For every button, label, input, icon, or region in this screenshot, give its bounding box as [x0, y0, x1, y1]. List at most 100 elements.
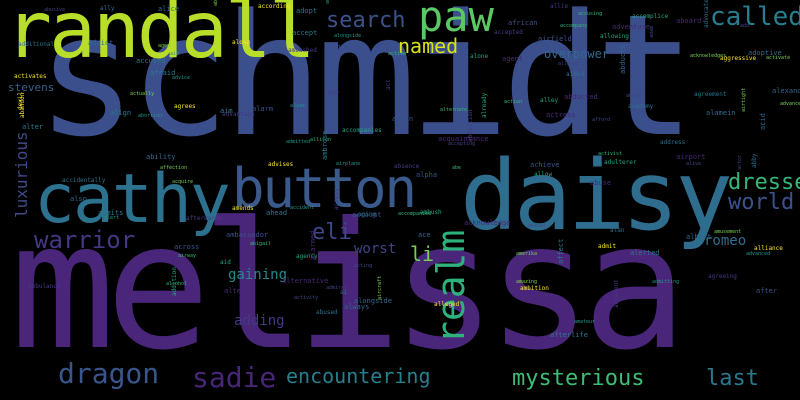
- word-small: alamein: [706, 109, 736, 117]
- word-small: ambrose: [321, 130, 329, 160]
- word-small: abortion: [138, 113, 163, 119]
- word-small: activist: [598, 151, 623, 157]
- word-small: ahead: [266, 209, 288, 217]
- word-small: age: [332, 43, 345, 51]
- word-small: affect: [557, 238, 565, 264]
- word-small: alliance: [754, 245, 783, 252]
- word-small: agreement: [694, 91, 727, 98]
- word-small: abigail: [250, 241, 272, 247]
- word-small: aid: [220, 259, 231, 266]
- word-small: accepted: [494, 29, 523, 36]
- word-small: accept: [292, 29, 318, 37]
- word-small: afterlife: [550, 331, 588, 339]
- word-small: alien: [392, 115, 414, 123]
- word-small: amusement: [714, 229, 742, 235]
- word-small: aircraft: [377, 275, 383, 300]
- word-small: aging: [358, 211, 377, 218]
- word-small: amends: [232, 205, 254, 212]
- word-small: advises: [268, 161, 294, 168]
- word-small: airport: [676, 153, 706, 161]
- word-eli: eli: [312, 220, 352, 245]
- word-small: admit: [598, 243, 617, 250]
- word-small: amerika: [516, 251, 538, 257]
- word-small: agrees: [174, 103, 196, 110]
- word-small: ally: [100, 5, 115, 12]
- word-small: advance: [780, 101, 800, 107]
- word-dragon: dragon: [58, 357, 160, 390]
- word-small: agency: [296, 253, 318, 260]
- word-called: called: [710, 2, 800, 32]
- word-small: afterwards: [186, 215, 223, 222]
- word-search: search: [326, 8, 406, 33]
- word-small: ago: [328, 89, 339, 96]
- word-small: alive: [686, 161, 702, 167]
- word-small: address: [660, 139, 686, 146]
- word-small: action: [504, 99, 523, 105]
- word-small: activate: [766, 55, 791, 61]
- word-small: adoptive: [748, 49, 782, 57]
- word-small: allie: [550, 3, 569, 10]
- word-small: allowing: [600, 33, 629, 40]
- word-small: actor: [737, 154, 743, 170]
- word-small: alley: [540, 97, 559, 104]
- word-small: ambulance: [28, 283, 61, 290]
- word-small: airplane: [336, 161, 361, 167]
- word-small: alone: [470, 53, 489, 60]
- word-small: afford: [592, 117, 611, 123]
- word-small: alice: [158, 5, 180, 13]
- word-cathy: cathy: [34, 160, 231, 239]
- word-small: allowed: [558, 61, 580, 67]
- word-small: access: [333, 188, 340, 210]
- word-small: alter: [224, 287, 246, 295]
- word-small: adulterer: [604, 159, 637, 166]
- word-small: adam: [649, 25, 655, 38]
- word-small: always: [344, 303, 370, 311]
- word-small: abusive: [44, 7, 66, 13]
- word-small: absence: [394, 163, 420, 170]
- word-small: alpha: [416, 171, 438, 179]
- word-small: actress: [546, 111, 576, 119]
- word-small: accusing: [578, 11, 603, 17]
- word-gaining: gaining: [228, 267, 288, 283]
- word-small: accompanies: [342, 127, 382, 134]
- word-dressed: dressed: [728, 170, 800, 195]
- word-small: abeam: [213, 0, 219, 6]
- word-melissa: melissa: [10, 186, 688, 389]
- word-small: abu: [461, 85, 469, 98]
- word-daisy: daisy: [460, 140, 733, 252]
- word-romeo: romeo: [704, 233, 747, 249]
- word-small: abe: [452, 165, 462, 171]
- word-realm: realm: [429, 229, 473, 344]
- word-small: alternate: [440, 107, 468, 113]
- word-small: accident: [290, 205, 315, 211]
- word-small: adjacent: [613, 279, 620, 308]
- word-overpower: overpower: [544, 47, 610, 61]
- word-small: accompanied: [398, 211, 432, 217]
- word-mysterious: mysterious: [512, 366, 645, 391]
- word-small: act: [385, 79, 392, 90]
- word-small: acquire: [172, 179, 194, 185]
- word-small: albert: [686, 233, 712, 241]
- word-small: alcohol: [166, 281, 188, 287]
- word-small: alert: [104, 215, 120, 221]
- word-small: aboard: [676, 17, 702, 25]
- word-small: already: [481, 92, 488, 118]
- word-small: acknowledge: [464, 219, 511, 227]
- word-small: abduction: [467, 109, 474, 142]
- word-small: abducted: [564, 93, 598, 101]
- word-small: amazing: [516, 279, 538, 285]
- word-small: admitting: [652, 279, 680, 285]
- word-adding: adding: [234, 313, 285, 329]
- word-small: acid: [759, 113, 767, 130]
- word-stevens: stevens: [8, 81, 55, 94]
- word-world: world: [728, 190, 795, 215]
- word-small: alleged: [434, 301, 460, 308]
- word-small: accompany: [560, 23, 588, 29]
- word-small: accidentally: [62, 177, 106, 184]
- word-li: li: [410, 242, 435, 266]
- word-small: adventure: [612, 23, 650, 31]
- word-small: abused: [316, 309, 338, 316]
- word-small: alexander: [772, 87, 800, 95]
- word-named: named: [398, 34, 459, 58]
- word-small: alarmed: [309, 230, 317, 260]
